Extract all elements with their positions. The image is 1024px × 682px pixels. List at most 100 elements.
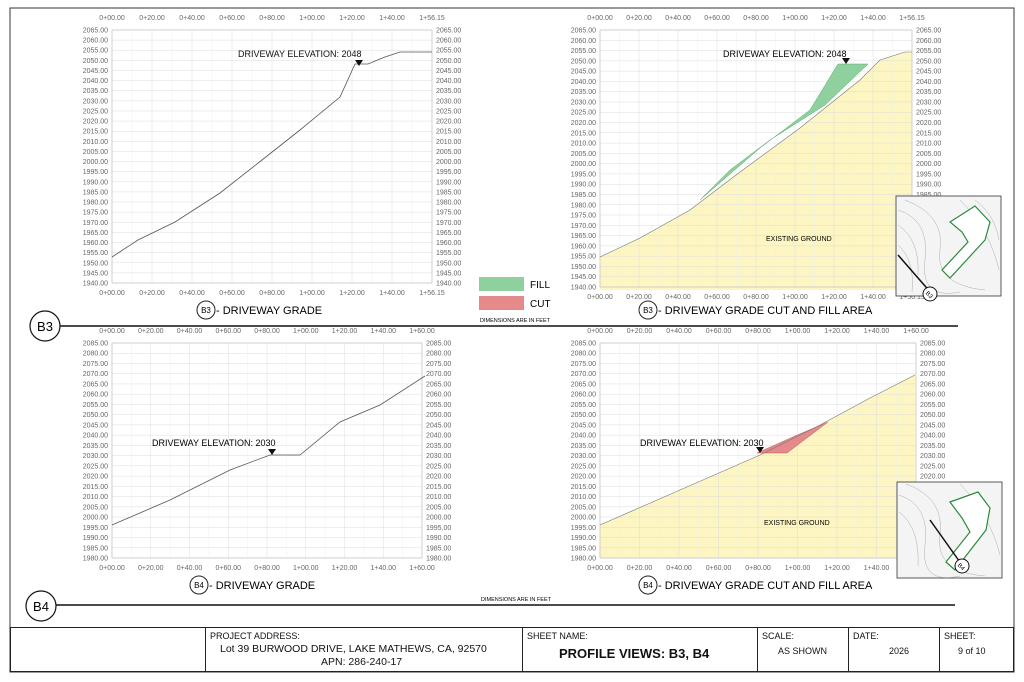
x-tick-label-top: 1+20.00 xyxy=(339,15,365,22)
y-tick-label-right: 2035.00 xyxy=(426,443,451,450)
y-tick-label-left: 2030.00 xyxy=(571,453,596,460)
y-tick-label-right: 2020.00 xyxy=(426,474,451,481)
y-tick-label-right: 2040.00 xyxy=(916,79,941,86)
x-tick-label-top: 0+20.00 xyxy=(627,328,653,335)
sheet-number: 9 of 10 xyxy=(958,646,986,656)
y-tick-label-right: 2055.00 xyxy=(426,402,451,409)
x-tick-label-top: 1+40.00 xyxy=(864,328,890,335)
x-tick-label-top: 0+80.00 xyxy=(259,15,285,22)
x-tick-label-bottom: 1+60.00 xyxy=(409,565,435,572)
y-tick-label-left: 2045.00 xyxy=(83,68,108,75)
x-tick-label-bottom: 1+00.00 xyxy=(299,290,325,297)
x-tick-label-top: 0+40.00 xyxy=(177,328,203,335)
y-tick-label-right: 2065.00 xyxy=(436,28,461,35)
section-label: B3 xyxy=(37,319,53,334)
y-tick-label-left: 2040.00 xyxy=(83,78,108,85)
y-tick-label-left: 2015.00 xyxy=(83,129,108,136)
y-tick-label-right: 2065.00 xyxy=(426,381,451,388)
x-tick-label-top: 0+00.00 xyxy=(99,328,125,335)
caption-circle-label: B3 xyxy=(201,306,211,315)
elevation-annotation: DRIVEWAY ELEVATION: 2030 xyxy=(152,438,276,448)
y-tick-label-right: 1980.00 xyxy=(426,556,451,563)
y-tick-label-left: 1940.00 xyxy=(83,281,108,288)
dimensions-note: DIMENSIONS ARE IN FEET xyxy=(481,597,552,603)
elevation-annotation: DRIVEWAY ELEVATION: 2048 xyxy=(723,49,847,59)
y-tick-label-left: 2065.00 xyxy=(571,28,596,35)
project-address-cell: PROJECT ADDRESS: Lot 39 BURWOOD DRIVE, L… xyxy=(205,627,523,672)
x-tick-label-top: 0+40.00 xyxy=(666,328,692,335)
y-tick-label-right: 1955.00 xyxy=(436,250,461,257)
date-cell: DATE: 2026 xyxy=(848,627,940,672)
x-tick-label-bottom: 1+40.00 xyxy=(864,565,890,572)
section-b3: B3 xyxy=(29,310,958,342)
dimensions-note: DIMENSIONS ARE IN FEET xyxy=(480,318,551,324)
y-tick-label-left: 1940.00 xyxy=(571,285,596,292)
y-tick-label-left: 1985.00 xyxy=(571,545,596,552)
y-tick-label-left: 1965.00 xyxy=(571,233,596,240)
key-map-b4: B4 xyxy=(896,481,1003,579)
existing-ground-line xyxy=(599,374,916,526)
y-tick-label-left: 2075.00 xyxy=(571,361,596,368)
y-tick-label-right: 1985.00 xyxy=(916,192,941,199)
y-tick-label-left: 1965.00 xyxy=(83,230,108,237)
y-tick-label-left: 2050.00 xyxy=(83,412,108,419)
y-tick-label-right: 1985.00 xyxy=(436,189,461,196)
y-tick-label-left: 2025.00 xyxy=(83,463,108,470)
y-tick-label-left: 2040.00 xyxy=(83,433,108,440)
y-tick-label-left: 2085.00 xyxy=(571,341,596,348)
y-tick-label-left: 2060.00 xyxy=(571,38,596,45)
x-tick-label-bottom: 0+80.00 xyxy=(254,565,280,572)
y-tick-label-right: 1980.00 xyxy=(436,200,461,207)
y-tick-label-left: 2030.00 xyxy=(571,99,596,106)
x-tick-label-top: 0+60.00 xyxy=(219,15,245,22)
y-tick-label-left: 2040.00 xyxy=(571,79,596,86)
caption-circle xyxy=(196,300,216,320)
x-tick-label-bottom: 1+00.00 xyxy=(785,565,811,572)
y-tick-label-left: 2060.00 xyxy=(83,392,108,399)
y-tick-label-left: 2010.00 xyxy=(83,139,108,146)
x-tick-label-bottom: 0+40.00 xyxy=(179,290,205,297)
x-tick-label-top: 1+00.00 xyxy=(299,15,325,22)
y-tick-label-left: 2085.00 xyxy=(83,341,108,348)
y-tick-label-right: 2025.00 xyxy=(916,110,941,117)
x-tick-label-bottom: 1+00.00 xyxy=(293,565,319,572)
sheet-number-label: SHEET: xyxy=(944,631,976,641)
x-tick-label-bottom: 1+56.15 xyxy=(419,290,445,297)
y-tick-label-right: 2000.00 xyxy=(436,159,461,166)
y-tick-label-right: 2075.00 xyxy=(920,361,945,368)
x-ticks: 0+00.00 0+00.00 0+20.00 0+20.00 0+40.00 0+40.… xyxy=(99,328,435,572)
y-ticks: 2065.00 2065.00 2060.00 2060.00 2055.00 2055.… xyxy=(83,28,462,288)
y-tick-label-left: 2035.00 xyxy=(571,443,596,450)
date-value: 2026 xyxy=(889,646,910,656)
caption-circle xyxy=(638,575,658,595)
y-tick-label-left: 2005.00 xyxy=(571,151,596,158)
x-tick-label-bottom: 0+40.00 xyxy=(666,565,692,572)
y-tick-label-left: 2005.00 xyxy=(83,149,108,156)
elevation-annotation: DRIVEWAY ELEVATION: 2048 xyxy=(238,49,362,59)
y-tick-label-right: 1990.00 xyxy=(436,179,461,186)
y-tick-label-left: 1980.00 xyxy=(571,556,596,563)
x-tick-label-top: 1+00.00 xyxy=(293,328,319,335)
section-b4: B4 DIMENSIONS ARE IN FEET xyxy=(25,590,955,622)
y-tick-label-right: 2040.00 xyxy=(920,433,945,440)
y-tick-label-right: 1940.00 xyxy=(436,281,461,288)
y-tick-label-left: 2055.00 xyxy=(571,402,596,409)
x-tick-label-top: 1+40.00 xyxy=(860,15,886,22)
y-tick-label-left: 2050.00 xyxy=(571,58,596,65)
y-tick-label-left: 1980.00 xyxy=(83,556,108,563)
y-tick-label-right: 1965.00 xyxy=(436,230,461,237)
x-tick-label-bottom: 1+20.00 xyxy=(821,294,847,301)
x-tick-label-top: 0+60.00 xyxy=(704,15,730,22)
x-tick-label-bottom: 0+00.00 xyxy=(99,565,125,572)
y-tick-label-right: 2035.00 xyxy=(916,89,941,96)
y-tick-label-left: 1975.00 xyxy=(571,213,596,220)
y-tick-label-left: 2020.00 xyxy=(83,474,108,481)
scale-label: SCALE: xyxy=(762,631,795,641)
x-tick-label-bottom: 0+20.00 xyxy=(627,565,653,572)
x-tick-label-bottom: 1+20.00 xyxy=(332,565,358,572)
x-tick-label-bottom: 0+20.00 xyxy=(139,290,165,297)
plot-frame xyxy=(111,342,423,559)
y-tick-label-right: 1970.00 xyxy=(436,220,461,227)
y-tick-label-left: 2065.00 xyxy=(83,381,108,388)
y-tick-label-left: 2055.00 xyxy=(83,48,108,55)
